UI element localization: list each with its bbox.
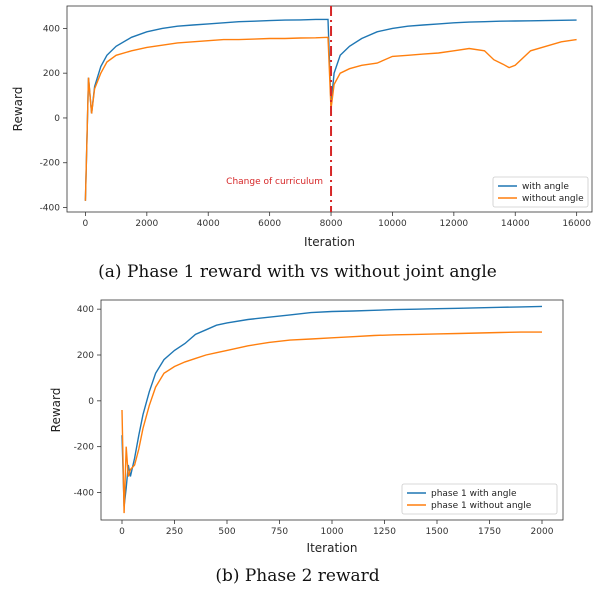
series-line-b-2 xyxy=(121,331,542,514)
y-axis-title-a: Reward xyxy=(11,87,25,132)
x-tick-label-b: 750 xyxy=(271,527,288,537)
y-tick-label-b: -200 xyxy=(74,443,95,453)
caption-a: (a) Phase 1 reward with vs without joint… xyxy=(98,262,497,282)
chart-phase2: 0 250 500 750 1000 1250 1500 1750 2000 -400 -200 0… xyxy=(49,299,564,555)
x-tick-label-b: 1500 xyxy=(426,527,449,537)
x-tick-label-b: 250 xyxy=(166,527,183,537)
x-tick-label-a: 4000 xyxy=(197,219,220,229)
curriculum-change-label: Change of curriculum xyxy=(226,177,323,187)
x-tick-label-a: 6000 xyxy=(258,219,281,229)
y-tick-label-b: 400 xyxy=(77,305,94,315)
x-tick-label-a: 12000 xyxy=(440,219,469,229)
y-tick-label-a: 400 xyxy=(43,24,60,34)
x-tick-label-a: 8000 xyxy=(320,219,343,229)
y-tick-label-a: -400 xyxy=(40,204,61,214)
x-tick-label-b: 2000 xyxy=(531,527,554,537)
legend-box-a xyxy=(492,176,589,208)
x-axis-title-b: Iteration xyxy=(307,541,358,555)
y-tick-label-b: -400 xyxy=(74,489,95,499)
y-tick-label-a: 0 xyxy=(54,114,60,124)
x-tick-label-b: 1250 xyxy=(373,527,396,537)
legend-a: with angle without angle xyxy=(492,176,589,208)
x-tick-label-a: 0 xyxy=(83,219,89,229)
x-tick-label-a: 16000 xyxy=(562,219,591,229)
y-tick-label-b: 200 xyxy=(77,351,94,361)
x-tick-label-b: 1000 xyxy=(321,527,344,537)
x-tick-label-b: 0 xyxy=(119,527,125,537)
x-tick-label-a: 10000 xyxy=(378,219,407,229)
y-tick-label-b: 0 xyxy=(88,397,94,407)
x-tick-label-a: 14000 xyxy=(501,219,530,229)
legend-b: phase 1 with angle phase 1 without angle xyxy=(401,483,558,515)
chart-phase1: Change of curriculum 0 2000 4000 6000 8000 10… xyxy=(11,5,593,249)
legend-label-b-2: phase 1 without angle xyxy=(431,501,532,511)
y-tick-label-a: 200 xyxy=(43,69,60,79)
series-line-a-1 xyxy=(84,18,577,201)
y-axis-title-b: Reward xyxy=(49,388,63,433)
x-tick-label-b: 500 xyxy=(218,527,235,537)
x-tick-label-a: 2000 xyxy=(135,219,158,229)
x-axis-title-a: Iteration xyxy=(304,235,355,249)
series-line-a-2 xyxy=(84,36,577,201)
legend-label-a-2: without angle xyxy=(522,194,584,204)
legend-label-b-1: phase 1 with angle xyxy=(431,489,517,499)
legend-box-b xyxy=(401,483,558,515)
y-tick-label-a: -200 xyxy=(40,159,61,169)
plot-frame-a xyxy=(66,5,593,213)
caption-b: (b) Phase 2 reward xyxy=(215,566,380,586)
legend-label-a-1: with angle xyxy=(522,182,569,192)
x-tick-label-b: 1750 xyxy=(478,527,501,537)
series-line-b-1 xyxy=(121,305,543,507)
